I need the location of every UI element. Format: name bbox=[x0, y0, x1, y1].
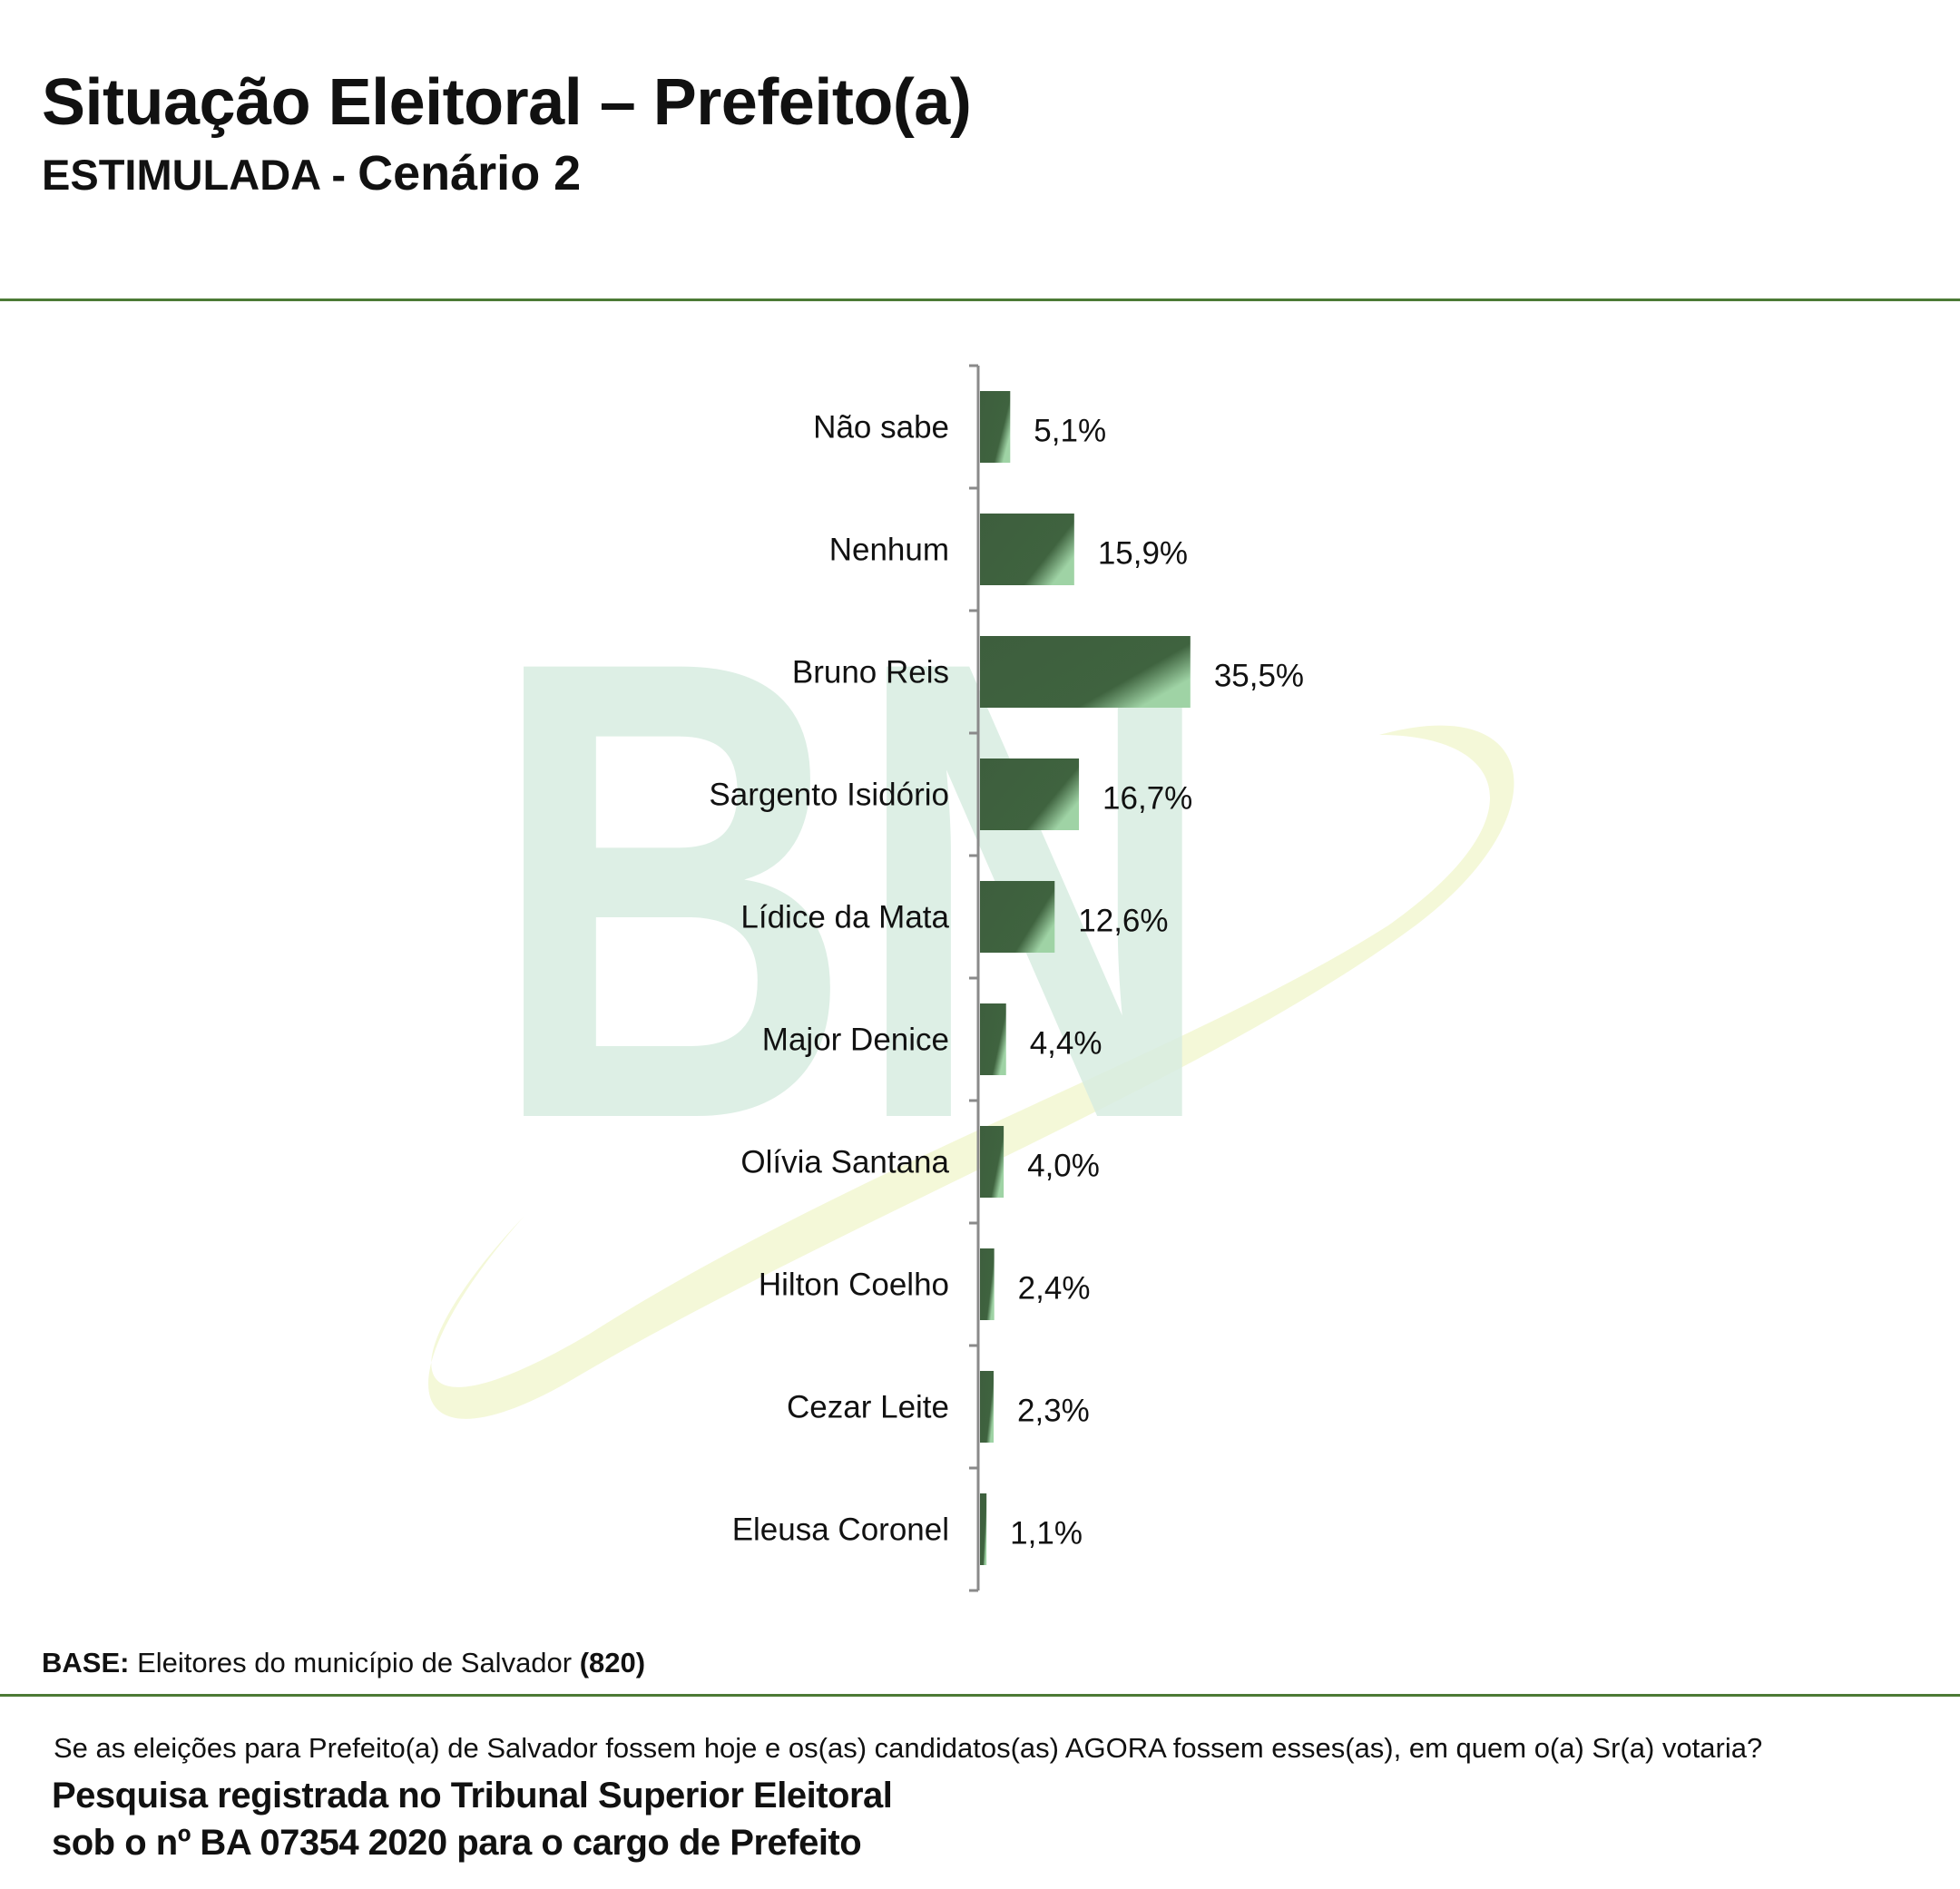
bottom-divider bbox=[0, 1694, 1960, 1697]
base-note: BASE: Eleitores do município de Salvador… bbox=[42, 1647, 645, 1679]
category-label: Lídice da Mata bbox=[740, 900, 949, 935]
value-label: 2,4% bbox=[1018, 1271, 1091, 1307]
category-label: Não sabe bbox=[813, 410, 949, 445]
category-label: Olívia Santana bbox=[740, 1145, 949, 1180]
base-label: BASE: bbox=[42, 1647, 130, 1679]
top-divider bbox=[0, 299, 1960, 301]
value-label: 4,4% bbox=[1030, 1026, 1102, 1062]
bar bbox=[980, 636, 1191, 708]
category-axis bbox=[969, 364, 980, 1592]
value-label: 16,7% bbox=[1102, 781, 1192, 817]
category-label: Eleusa Coronel bbox=[732, 1512, 949, 1548]
registration-note: Pesquisa registrada no Tribunal Superior… bbox=[52, 1772, 893, 1866]
base-text: Eleitores do município de Salvador bbox=[129, 1647, 580, 1679]
bar-chart: BN Não sabe Nenhum Bruno Reis Sargento Isid… bbox=[428, 364, 1514, 1592]
bar bbox=[980, 759, 1080, 830]
bar bbox=[980, 1003, 1006, 1075]
value-labels: 5,1% 15,9% 35,5% 16,7% 12,6% 4,4% 4,0% 2,4% 2,3%… bbox=[1010, 414, 1304, 1551]
category-label: Cezar Leite bbox=[787, 1390, 949, 1425]
registration-line-2: sob o nº BA 07354 2020 para o cargo de P… bbox=[52, 1823, 862, 1863]
value-label: 15,9% bbox=[1098, 536, 1188, 572]
survey-question: Se as eleições para Prefeito(a) de Salva… bbox=[54, 1732, 1763, 1764]
category-label: Bruno Reis bbox=[792, 655, 949, 690]
bar bbox=[980, 1493, 987, 1565]
value-label: 1,1% bbox=[1010, 1516, 1083, 1551]
value-label: 4,0% bbox=[1027, 1149, 1100, 1184]
page-subtitle: ESTIMULADA - Cenário 2 bbox=[42, 145, 581, 201]
page-title: Situação Eleitoral – Prefeito(a) bbox=[42, 66, 972, 139]
bars-group bbox=[980, 391, 1191, 1565]
bar bbox=[980, 514, 1074, 585]
bar bbox=[980, 881, 1055, 953]
category-label: Nenhum bbox=[829, 533, 949, 568]
subtitle-type: ESTIMULADA - bbox=[42, 151, 358, 199]
base-count: (820) bbox=[579, 1647, 646, 1679]
bar bbox=[980, 1371, 995, 1443]
subtitle-scenario: Cenário 2 bbox=[358, 146, 582, 201]
category-label: Hilton Coelho bbox=[759, 1267, 949, 1303]
value-label: 35,5% bbox=[1214, 659, 1304, 694]
bar bbox=[980, 1126, 1004, 1198]
registration-line-1: Pesquisa registrada no Tribunal Superior… bbox=[52, 1776, 893, 1816]
category-labels: Não sabe Nenhum Bruno Reis Sargento Isidóri… bbox=[709, 410, 949, 1548]
category-label: Major Denice bbox=[762, 1023, 949, 1058]
value-label: 5,1% bbox=[1034, 414, 1106, 449]
bar bbox=[980, 1248, 995, 1320]
value-label: 12,6% bbox=[1078, 904, 1168, 939]
bar bbox=[980, 391, 1011, 463]
value-label: 2,3% bbox=[1017, 1394, 1090, 1429]
watermark-logo: BN bbox=[428, 524, 1514, 1419]
category-label: Sargento Isidório bbox=[709, 778, 949, 813]
